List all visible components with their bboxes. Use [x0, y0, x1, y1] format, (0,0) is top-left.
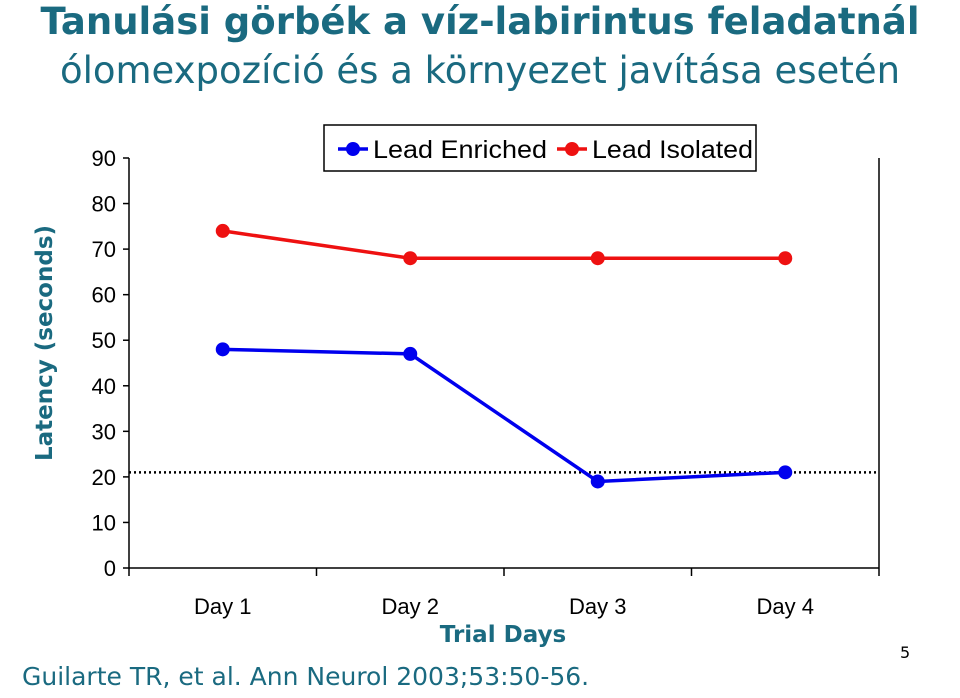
y-tick-label: 70: [92, 237, 116, 262]
data-point: [778, 465, 793, 480]
y-tick-label: 20: [92, 465, 116, 490]
y-tick-label: 10: [92, 510, 116, 535]
y-axis-title: Latency (seconds): [32, 225, 58, 461]
y-tick-label: 90: [92, 146, 116, 171]
data-point: [590, 251, 605, 266]
data-point: [215, 342, 230, 357]
legend-box: [323, 124, 757, 172]
y-tick-label: 30: [92, 419, 116, 444]
y-tick-label: 50: [92, 328, 116, 353]
data-point: [215, 223, 230, 238]
legend-label: Lead Isolated: [592, 136, 753, 164]
slide-title-line2: ólomexpozíció és a környezet javítása es…: [59, 49, 901, 92]
series-line-1: [222, 347, 786, 484]
series-line-2: [222, 229, 786, 260]
x-tick-label: Day 1: [194, 594, 251, 619]
chart-axes: 0 10 20 30 40 50 60 70 80 90 Day 1 Day 2 Day 3 Day 4: [92, 146, 880, 619]
y-tick-label: 60: [92, 283, 116, 308]
x-tick-label: Day 4: [757, 594, 814, 619]
data-point: [403, 346, 418, 361]
legend-label: Lead Enriched: [373, 136, 547, 164]
slide-title-line1: Tanulási görbék a víz-labirintus feladat…: [40, 0, 920, 43]
series-group: [215, 223, 793, 489]
data-point: [590, 474, 605, 489]
legend-swatch-marker: [346, 142, 360, 156]
data-point: [778, 251, 793, 266]
x-axis-title: Trial Days: [440, 622, 566, 648]
legend-swatch-marker: [565, 142, 579, 156]
citation: Guilarte TR, et al. Ann Neurol 2003;53:5…: [22, 662, 590, 691]
page-number: 5: [900, 643, 911, 662]
x-tick-label: Day 2: [382, 594, 439, 619]
y-tick-label: 80: [92, 192, 116, 217]
data-point: [403, 251, 418, 266]
chart-legend: Lead Enriched Lead Isolated: [323, 124, 757, 172]
y-tick-label: 0: [104, 556, 116, 581]
y-tick-label: 40: [92, 374, 116, 399]
x-tick-label: Day 3: [569, 594, 626, 619]
